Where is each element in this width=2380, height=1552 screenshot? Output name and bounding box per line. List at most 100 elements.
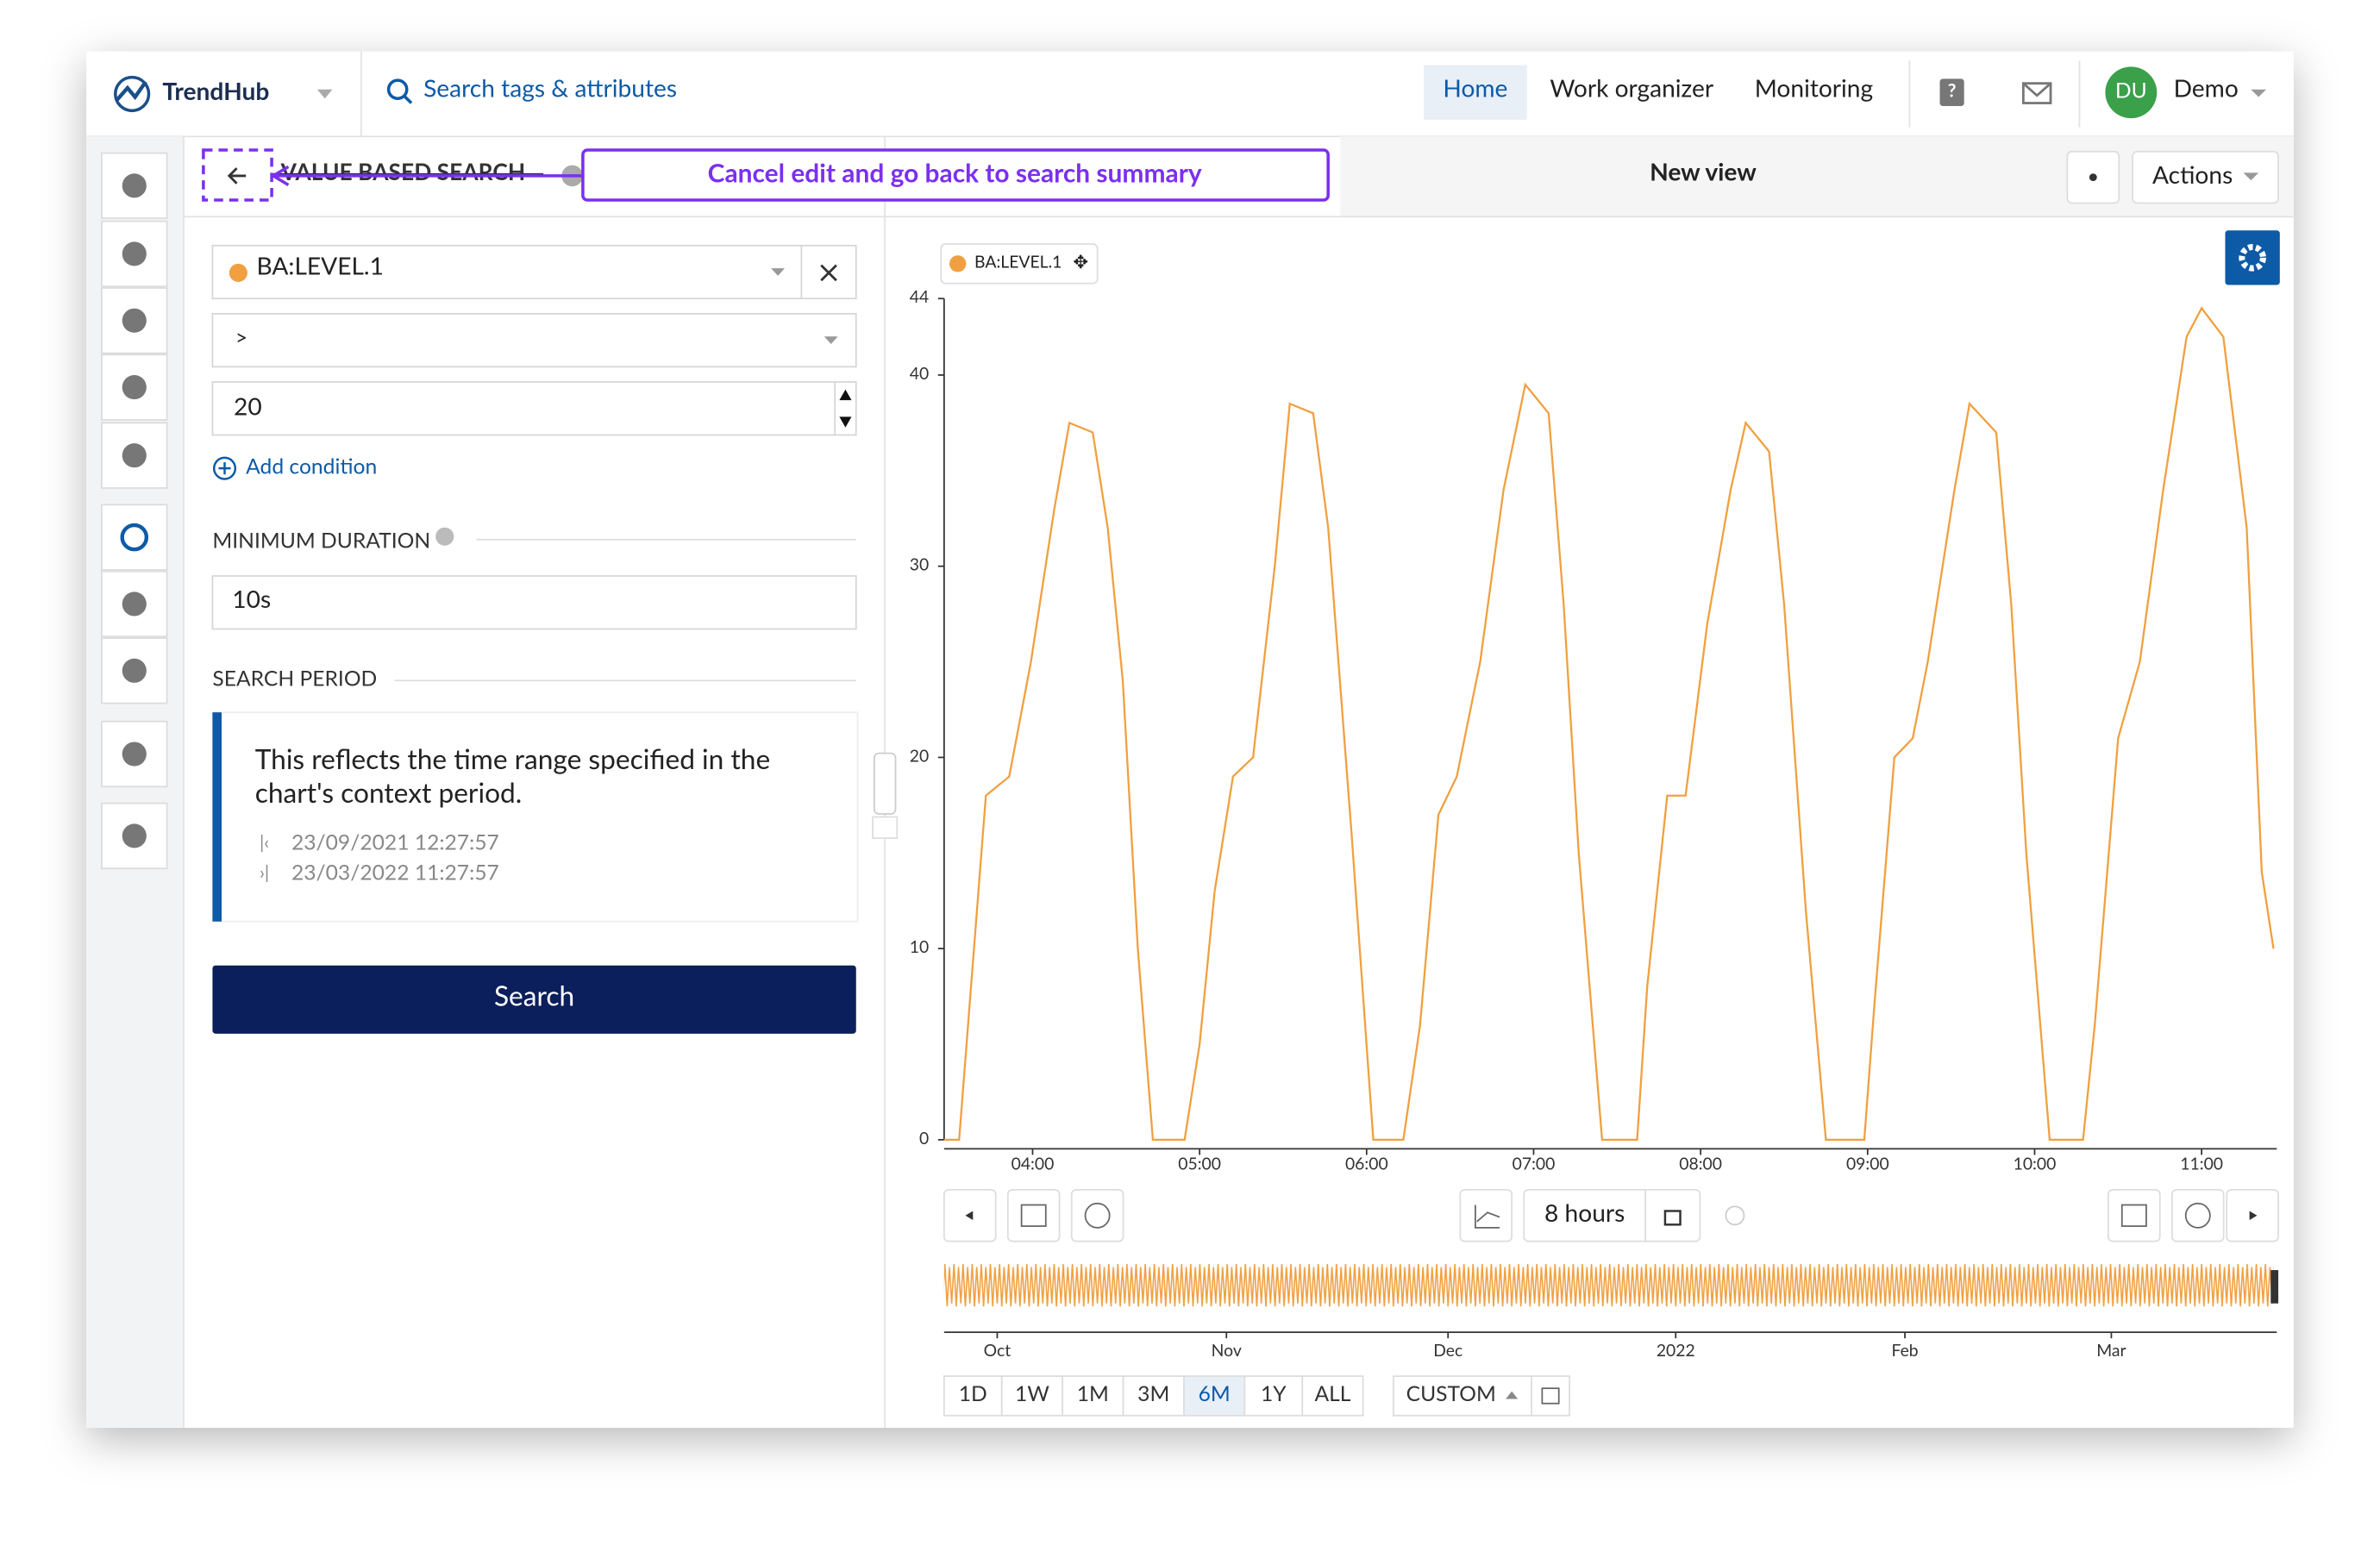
nav-item[interactable]: Home <box>1443 73 1507 103</box>
add-icon <box>212 456 237 480</box>
x-tick-label: 10:00 <box>2014 1155 2057 1174</box>
legend-swatch <box>949 255 967 272</box>
tool-button[interactable] <box>101 570 168 638</box>
search-button[interactable] <box>212 965 856 1034</box>
user-caret[interactable] <box>2251 89 2266 97</box>
live-icon <box>2089 173 2097 182</box>
nav: Home Work organizer Monitoring <box>1424 65 1873 120</box>
add-condition[interactable]: Add condition <box>246 454 377 479</box>
resize-handle[interactable] <box>873 752 897 815</box>
tool-icon <box>122 591 147 616</box>
duration-box[interactable] <box>1523 1189 1701 1242</box>
custom-button[interactable] <box>1392 1375 1570 1417</box>
tag-name: BA:LEVEL.1 <box>256 250 383 279</box>
clock-button[interactable] <box>1070 1189 1124 1242</box>
mail-flap <box>2022 82 2051 97</box>
range-button[interactable] <box>943 1375 1003 1417</box>
user-name[interactable]: Demo <box>2174 73 2239 103</box>
calendar-button[interactable] <box>1006 1189 1061 1242</box>
tag-clear[interactable] <box>820 264 837 282</box>
history-icon[interactable] <box>1725 1205 1745 1226</box>
clock-button[interactable] <box>2170 1189 2225 1242</box>
x-tick-label: 11:00 <box>2180 1155 2223 1174</box>
duration-input[interactable] <box>211 575 857 630</box>
period-start: 23/09/2021 12:27:57 <box>291 829 499 854</box>
start-icon: |‹ <box>260 831 269 853</box>
time-controls: 8 hours <box>943 1189 2279 1242</box>
tag-select[interactable] <box>211 244 857 300</box>
range-button[interactable] <box>1000 1375 1064 1417</box>
search-icon-handle <box>402 94 413 104</box>
calendar-icon <box>2120 1204 2147 1227</box>
tag-caret[interactable] <box>771 268 786 276</box>
nav-active <box>1424 65 1527 120</box>
range-button[interactable] <box>1183 1375 1246 1417</box>
navigator-label: Feb <box>1891 1341 1918 1361</box>
period-accent <box>212 712 222 922</box>
settings-button[interactable] <box>2225 230 2280 285</box>
duration: 8 hours <box>1544 1198 1625 1227</box>
avatar[interactable] <box>2105 66 2158 119</box>
tool-button[interactable] <box>101 504 168 571</box>
tool-icon <box>122 443 147 468</box>
y-tick-label: 44 <box>910 287 929 307</box>
value-input[interactable] <box>211 381 857 436</box>
calendar-button[interactable] <box>2108 1189 2161 1242</box>
x-tick-label: 05:00 <box>1178 1155 1221 1174</box>
search-tags[interactable]: Search tags & attributes <box>423 73 677 103</box>
logo-menu-caret[interactable] <box>316 89 333 99</box>
mail-icon[interactable] <box>2021 82 2052 104</box>
logo-text[interactable]: TrendHub <box>162 76 269 105</box>
logo-ring <box>114 75 151 113</box>
tool-icon <box>122 241 147 266</box>
next-icon <box>2249 1211 2258 1221</box>
range-buttons: 1D 1W 1M 3M 6M 1Y ALL <box>943 1375 1364 1417</box>
navigator-handle[interactable] <box>2270 1270 2279 1304</box>
help-glyph: ? <box>1948 80 1957 102</box>
tools <box>101 152 168 870</box>
min-duration: 10s <box>232 584 271 613</box>
back-button[interactable] <box>227 167 247 185</box>
y-tick-label: 0 <box>919 1129 929 1148</box>
x-tick-label: 04:00 <box>1012 1155 1055 1174</box>
legend-chip[interactable] <box>940 243 1099 285</box>
range-button[interactable] <box>1122 1375 1185 1417</box>
chart: 0 10 20 30 40 44 04:00 05:00 06:00 07:00 08:00 09:0… <box>910 287 2277 1174</box>
nav-item[interactable]: Work organizer <box>1550 73 1714 103</box>
gear <box>2239 244 2266 272</box>
collapse-button[interactable] <box>872 816 899 839</box>
lock-icon[interactable] <box>1663 1210 1682 1226</box>
series-line <box>943 306 2275 1142</box>
min-duration-label: MINIMUM DURATION <box>212 529 430 554</box>
operator-caret[interactable] <box>824 336 838 345</box>
period-note: chart's context period. <box>255 776 523 809</box>
navigator-overview[interactable] <box>943 1259 2274 1308</box>
chart-type-button[interactable] <box>1459 1189 1513 1242</box>
tool-icon <box>122 742 147 767</box>
period-card <box>211 711 859 923</box>
custom-calendar[interactable] <box>1541 1387 1560 1405</box>
header <box>86 51 2294 137</box>
help-icon[interactable] <box>1939 78 1964 107</box>
search-icon <box>386 78 409 101</box>
value-spinner[interactable] <box>839 389 852 428</box>
panel-title: VALUE BASED SEARCH <box>280 158 526 185</box>
range-label: 3M <box>1137 1381 1169 1406</box>
actions-button[interactable] <box>2132 150 2279 204</box>
search-period-label: SEARCH PERIOD <box>212 666 377 692</box>
logo-icon <box>115 80 147 102</box>
range-button[interactable] <box>1301 1375 1364 1417</box>
custom-caret <box>1506 1391 1519 1399</box>
tool-icon <box>122 375 147 400</box>
end-icon: ›| <box>260 862 269 884</box>
tool-icon <box>122 823 147 848</box>
search-button-label: Search <box>494 979 574 1011</box>
nav-item[interactable]: Monitoring <box>1755 73 1873 103</box>
operator-select[interactable] <box>211 312 857 368</box>
actions-caret <box>2243 172 2259 181</box>
tool-icon <box>122 308 147 333</box>
operator: > <box>235 325 247 350</box>
